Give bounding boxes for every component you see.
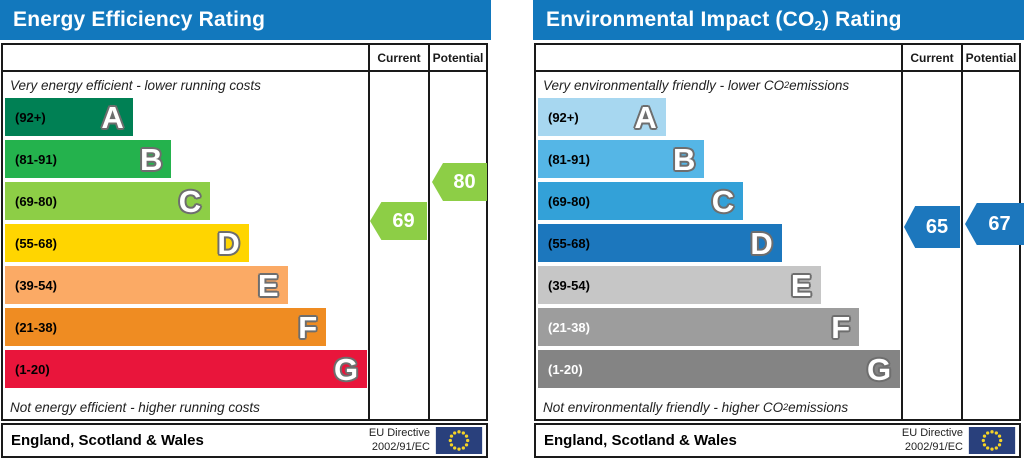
energy-panel-title: Energy Efficiency Rating (13, 7, 266, 31)
band-letter: B (140, 141, 163, 177)
table-body: Very energy efficient - lower running co… (3, 72, 486, 419)
eu-directive-label: EU Directive 2002/91/EC (368, 427, 430, 453)
band-g: (1-20) G (5, 350, 368, 388)
environmental-impact-panel: Environmental Impact (CO2) Rating Curren… (533, 0, 1024, 461)
current-column (368, 72, 428, 419)
current-rating-value: 69 (392, 209, 415, 232)
current-rating-arrow: 65 (904, 206, 960, 248)
column-header-row: Current Potential (3, 45, 486, 72)
potential-rating-value: 80 (453, 170, 476, 193)
band-letter: D (750, 225, 773, 261)
band-range-label: (39-54) (15, 277, 57, 293)
energy-efficiency-panel: Energy Efficiency Rating Current Potenti… (0, 0, 491, 461)
band-d: (55-68) D (538, 224, 782, 262)
band-range-label: (1-20) (15, 361, 50, 377)
band-a: (92+) A (538, 98, 666, 136)
region-label: England, Scotland & Wales (544, 432, 737, 449)
band-range-label: (92+) (15, 109, 46, 125)
bottom-note: Not energy efficient - higher running co… (10, 399, 260, 415)
eu-directive-label: EU Directive 2002/91/EC (901, 427, 963, 453)
band-e: (39-54) E (5, 266, 288, 304)
band-range-label: (39-54) (548, 277, 590, 293)
band-range-label: (81-91) (15, 151, 57, 167)
band-d: (55-68) D (5, 224, 249, 262)
environmental-panel-header: Environmental Impact (CO2) Rating (533, 0, 1024, 40)
scale-column-header (3, 45, 368, 70)
band-letter: A (634, 99, 657, 135)
band-letter: F (831, 309, 851, 345)
potential-column (428, 72, 486, 419)
band-c: (69-80) C (5, 182, 211, 220)
band-letter: E (790, 267, 812, 303)
band-range-label: (69-80) (548, 193, 590, 209)
energy-panel-header: Energy Efficiency Rating (0, 0, 491, 40)
scale-column-header (536, 45, 901, 70)
potential-column-header: Potential (428, 45, 486, 70)
potential-rating-arrow: 67 (965, 203, 1024, 245)
band-letter: G (866, 351, 892, 387)
band-letter: B (673, 141, 696, 177)
panel-footer: England, Scotland & Wales EU Directive 2… (1, 423, 488, 458)
band-f: (21-38) F (5, 308, 327, 346)
band-e: (39-54) E (538, 266, 821, 304)
band-letter: E (257, 267, 279, 303)
current-column-header: Current (901, 45, 961, 70)
eu-flag-icon (968, 427, 1016, 454)
band-letter: C (711, 183, 735, 219)
band-letter: A (101, 99, 124, 135)
current-rating-value: 65 (925, 215, 949, 238)
band-range-label: (21-38) (548, 319, 590, 335)
band-g: (1-20) G (538, 350, 901, 388)
band-b: (81-91) B (5, 140, 172, 178)
potential-rating-arrow: 80 (432, 163, 487, 201)
band-f: (21-38) F (538, 308, 860, 346)
band-range-label: (1-20) (548, 361, 583, 377)
panel-footer: England, Scotland & Wales EU Directive 2… (534, 423, 1021, 458)
band-a: (92+) A (5, 98, 133, 136)
potential-column-header: Potential (961, 45, 1019, 70)
potential-rating-value: 67 (988, 212, 1011, 235)
band-scale: Very environmentally friendly - lower CO… (536, 72, 901, 419)
table-body: Very environmentally friendly - lower CO… (536, 72, 1019, 419)
band-range-label: (21-38) (15, 319, 57, 335)
band-letter: F (298, 309, 318, 345)
band-b: (81-91) B (538, 140, 705, 178)
band-c: (69-80) C (538, 182, 744, 220)
current-column (901, 72, 961, 419)
region-label: England, Scotland & Wales (11, 432, 204, 449)
band-range-label: (55-68) (15, 235, 57, 251)
eu-flag-icon (435, 427, 483, 454)
band-range-label: (92+) (548, 109, 579, 125)
column-header-row: Current Potential (536, 45, 1019, 72)
band-letter: C (178, 183, 202, 219)
band-range-label: (81-91) (548, 151, 590, 167)
current-rating-arrow: 69 (370, 202, 427, 240)
band-letter: D (217, 225, 240, 261)
bottom-note: Not environmentally friendly - higher CO… (543, 399, 849, 415)
current-column-header: Current (368, 45, 428, 70)
band-scale: Very energy efficient - lower running co… (3, 72, 368, 419)
potential-column (961, 72, 1019, 419)
band-range-label: (55-68) (548, 235, 590, 251)
top-note: Very environmentally friendly - lower CO… (543, 77, 850, 93)
band-range-label: (69-80) (15, 193, 57, 209)
top-note: Very energy efficient - lower running co… (10, 77, 261, 93)
band-letter: G (333, 351, 359, 387)
environmental-panel-title: Environmental Impact (CO2) Rating (546, 7, 902, 33)
